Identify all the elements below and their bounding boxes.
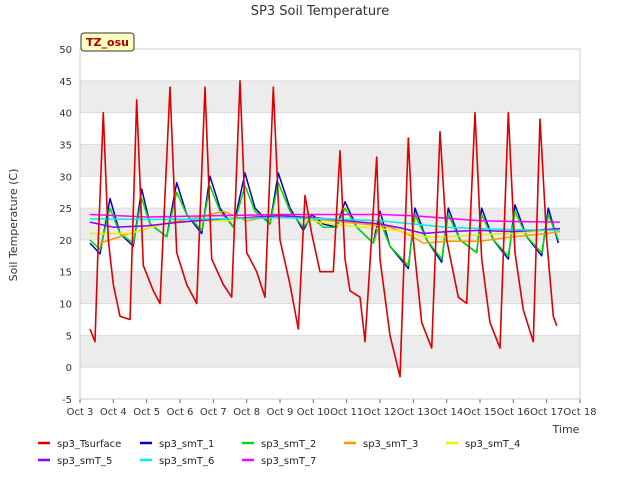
y-tick-label: 40 — [59, 109, 72, 120]
y-tick-label: 5 — [66, 331, 72, 342]
x-tick-label: Oct 16 — [497, 407, 530, 418]
x-axis: Oct 3 Oct 4 Oct 5 Oct 6 Oct 7 Oct 8 Oct 9 Oct 1… — [67, 399, 597, 418]
legend: sp3_Tsurface sp3_smT_1 sp3_smT_2 sp3_smT_3 s… — [38, 439, 520, 467]
grid-band — [80, 271, 580, 304]
legend-item-sp3_Tsurface: sp3_Tsurface — [38, 439, 121, 450]
x-tick-label: Oct 14 — [430, 407, 463, 418]
legend-item-sp3_smT_6: sp3_smT_6 — [140, 456, 214, 467]
plot-frame — [79, 48, 581, 400]
legend-label: sp3_smT_7 — [261, 456, 316, 467]
x-axis-label: Time — [552, 423, 580, 436]
series-line-sp3_smT_6 — [89, 216, 561, 232]
legend-label: sp3_Tsurface — [57, 439, 121, 450]
x-tick-label: Oct 6 — [167, 407, 194, 418]
series-line-sp3_smT_5 — [89, 214, 561, 235]
y-tick-label: 50 — [59, 45, 72, 56]
x-tick-label: Oct 12 — [363, 407, 396, 418]
background-bands — [80, 80, 580, 368]
y-tick-label: 30 — [59, 172, 72, 183]
x-tick-label: Oct 15 — [463, 407, 496, 418]
legend-item-sp3_smT_5: sp3_smT_5 — [38, 456, 112, 467]
legend-label: sp3_smT_3 — [363, 439, 418, 450]
y-tick-label: 0 — [66, 363, 72, 374]
site-badge-box — [80, 32, 135, 52]
grid-band — [80, 144, 580, 177]
y-tick-label: -5 — [62, 395, 72, 406]
y-tick-label: 45 — [59, 77, 72, 88]
x-tick-label: Oct 17 — [530, 407, 563, 418]
legend-label: sp3_smT_4 — [465, 439, 520, 450]
y-tick-label: 10 — [59, 300, 72, 311]
y-tick-label: 35 — [59, 140, 72, 151]
grid-band — [80, 335, 580, 368]
x-tick-label: Oct 5 — [133, 407, 160, 418]
x-tick-label: Oct 3 — [67, 407, 94, 418]
y-tick-label: 25 — [59, 204, 72, 215]
legend-label: sp3_smT_1 — [159, 439, 214, 450]
grid-band — [80, 80, 580, 113]
y-tick-label: 15 — [59, 268, 72, 279]
chart-title: SP3 Soil Temperature — [251, 4, 389, 19]
x-tick-label: Oct 7 — [200, 407, 227, 418]
x-tick-label: Oct 13 — [397, 407, 430, 418]
legend-item-sp3_smT_1: sp3_smT_1 — [140, 439, 214, 450]
x-tick-label: Oct 11 — [330, 407, 363, 418]
legend-item-sp3_smT_7: sp3_smT_7 — [242, 456, 316, 467]
series-line-sp3_Tsurface — [89, 80, 558, 378]
x-tick-label: Oct 18 — [563, 407, 596, 418]
x-tick-label: Oct 9 — [267, 407, 294, 418]
legend-item-sp3_smT_3: sp3_smT_3 — [344, 439, 418, 450]
x-tick-label: Oct 4 — [100, 407, 127, 418]
series-layer — [89, 80, 561, 378]
y-tick-label: 20 — [59, 236, 72, 247]
series-line-sp3_smT_7 — [89, 213, 561, 223]
legend-label: sp3_smT_6 — [159, 456, 214, 467]
site-badge-label: TZ_osu — [86, 36, 129, 49]
x-tick-label: Oct 10 — [297, 407, 330, 418]
series-line-sp3_smT_2 — [89, 181, 559, 267]
legend-item-sp3_smT_4: sp3_smT_4 — [446, 439, 520, 450]
y-axis-label: Soil Temperature (C) — [7, 169, 20, 282]
legend-item-sp3_smT_2: sp3_smT_2 — [242, 439, 316, 450]
legend-label: sp3_smT_5 — [57, 456, 112, 467]
legend-label: sp3_smT_2 — [261, 439, 316, 450]
x-tick-label: Oct 8 — [233, 407, 260, 418]
site-badge: TZ_osu — [80, 32, 135, 52]
